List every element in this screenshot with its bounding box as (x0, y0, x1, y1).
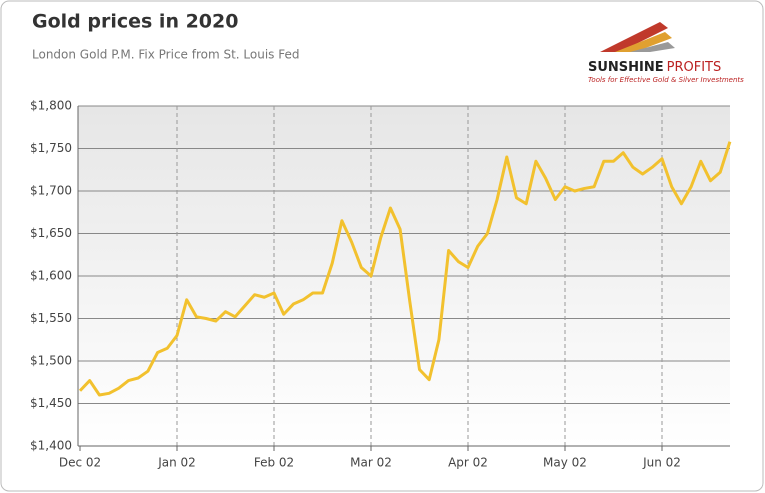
x-tick-label: Mar 02 (350, 456, 392, 470)
x-tick-label: Jun 02 (642, 456, 681, 470)
x-tick-label: Feb 02 (254, 456, 294, 470)
x-tick-label: Dec 02 (59, 456, 101, 470)
y-tick-label: $1,700 (30, 184, 72, 198)
y-tick-label: $1,800 (30, 99, 72, 113)
x-tick-label: May 02 (543, 456, 587, 470)
logo: SUNSHINE PROFITS Tools for Effective Gold… (588, 22, 744, 84)
logo-brand: SUNSHINE PROFITS (588, 60, 721, 75)
y-tick-label: $1,500 (30, 354, 72, 368)
y-tick-label: $1,450 (30, 396, 72, 410)
y-tick-label: $1,600 (30, 269, 72, 283)
logo-mark (630, 42, 675, 52)
x-tick-label: Jan 02 (157, 456, 196, 470)
y-tick-label: $1,650 (30, 226, 72, 240)
logo-mark (615, 32, 672, 52)
chart-title: Gold prices in 2020 (32, 11, 238, 33)
chart-subtitle: London Gold P.M. Fix Price from St. Loui… (32, 48, 300, 62)
logo-mark (600, 22, 668, 52)
logo-brand-2: PROFITS (667, 60, 722, 75)
y-tick-label: $1,550 (30, 311, 72, 325)
x-tick-label: Apr 02 (448, 456, 488, 470)
y-tick-label: $1,400 (30, 439, 72, 453)
price-line (78, 141, 732, 397)
y-tick-label: $1,750 (30, 141, 72, 155)
logo-brand-1: SUNSHINE (588, 60, 664, 75)
logo-tagline: Tools for Effective Gold & Silver Invest… (588, 76, 744, 84)
